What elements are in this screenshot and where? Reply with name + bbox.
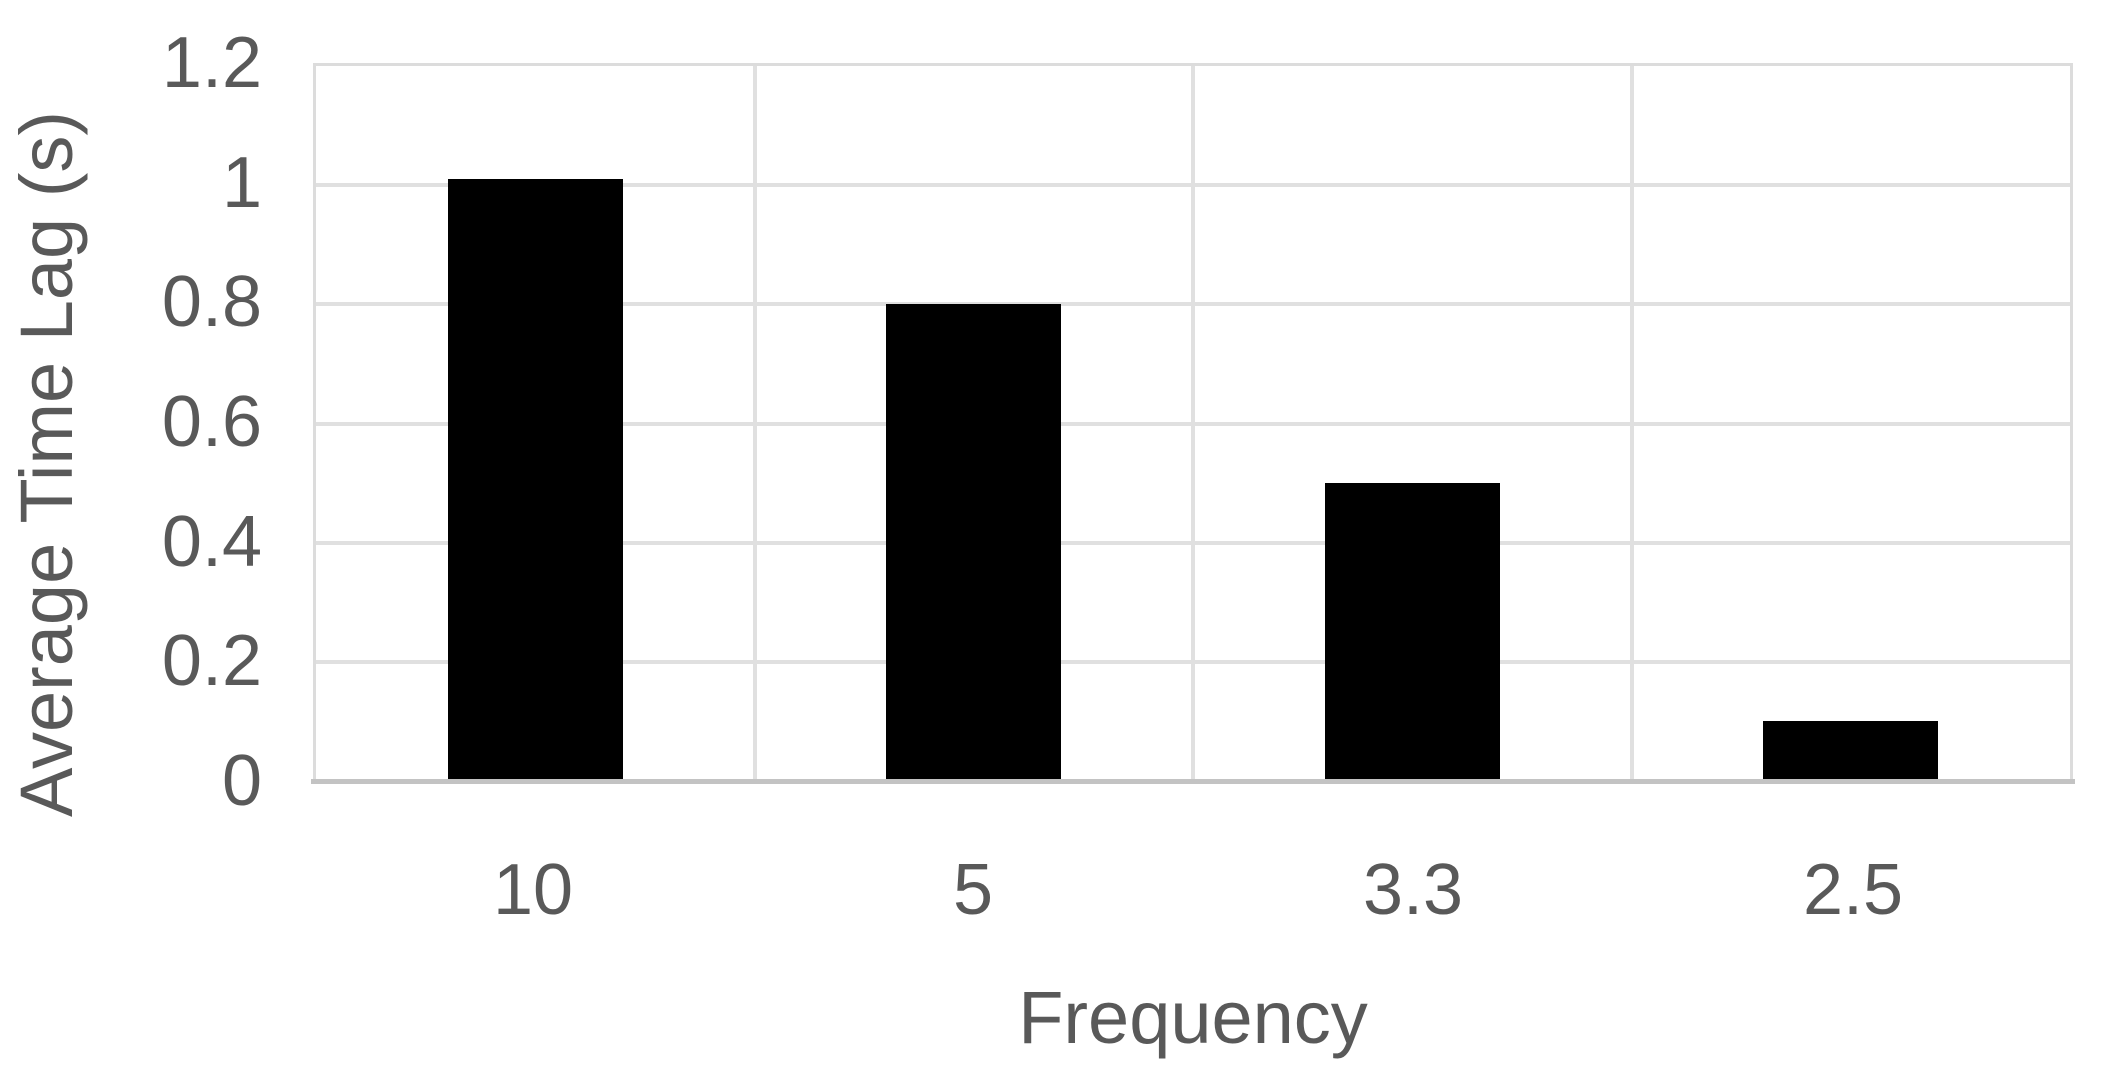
bar-3.3 bbox=[1324, 483, 1500, 781]
x-tick-label: 5 bbox=[952, 850, 994, 930]
vertical-gridline bbox=[1191, 66, 1195, 781]
vertical-gridline bbox=[1629, 66, 1634, 781]
y-tick-label: 0.8 bbox=[161, 262, 262, 342]
y-tick-label: 1 bbox=[221, 143, 262, 223]
bar-5 bbox=[886, 304, 1062, 781]
y-tick-label: 1.2 bbox=[161, 23, 262, 103]
x-tick-label: 3.3 bbox=[1362, 850, 1464, 930]
y-tick-label: 0.4 bbox=[161, 502, 262, 582]
vertical-gridline bbox=[752, 66, 757, 781]
bar-10 bbox=[447, 179, 623, 781]
x-tick-label: 10 bbox=[492, 850, 574, 930]
x-axis-line bbox=[311, 779, 2075, 784]
y-tick-label: 0.2 bbox=[161, 621, 262, 701]
y-tick-label: 0 bbox=[221, 741, 262, 821]
x-tick-label: 2.5 bbox=[1802, 850, 1904, 930]
bar-2.5 bbox=[1763, 721, 1939, 781]
x-axis-title: Frequency bbox=[1018, 976, 1368, 1059]
plot-area bbox=[313, 63, 2073, 781]
y-tick-label: 0.6 bbox=[161, 382, 262, 462]
